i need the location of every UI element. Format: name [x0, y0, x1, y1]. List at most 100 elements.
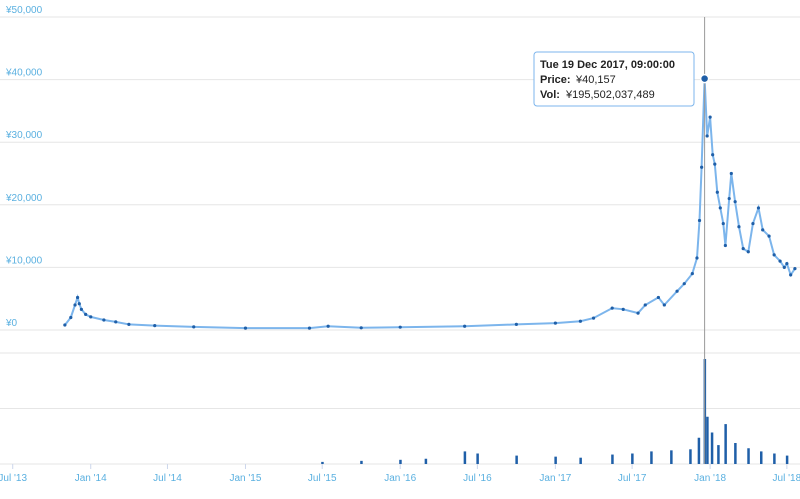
price-y-tick-label: ¥30,000	[5, 130, 43, 141]
x-tick-label: Jul '18	[773, 473, 800, 484]
price-y-tick-label: ¥0	[5, 318, 18, 329]
price-point	[789, 273, 793, 277]
volume-bars	[321, 359, 789, 464]
hover-point	[699, 73, 710, 84]
price-point	[656, 295, 660, 300]
price-point	[782, 265, 786, 269]
tooltip-price-label: Price:	[540, 74, 571, 86]
price-point	[553, 321, 557, 325]
price-point	[700, 165, 704, 169]
price-point	[307, 326, 312, 330]
price-point	[621, 307, 625, 311]
price-point	[718, 206, 722, 210]
volume-bar	[424, 458, 428, 464]
volume-bar	[515, 455, 518, 464]
price-point	[793, 267, 797, 271]
price-point	[723, 243, 727, 248]
volume-bar	[650, 451, 653, 464]
tooltip: Tue 19 Dec 2017, 09:00:00 Price: ¥40,157…	[533, 51, 695, 107]
volume-bar	[476, 453, 479, 464]
price-point	[727, 196, 731, 201]
price-point	[77, 302, 81, 306]
price-point	[84, 312, 88, 316]
price-point	[682, 282, 686, 286]
x-tick-label: Jan '15	[230, 473, 262, 484]
price-point	[721, 221, 725, 226]
volume-bar	[773, 453, 776, 464]
volume-bar	[360, 460, 363, 464]
price-point	[102, 318, 106, 322]
price-point	[715, 190, 719, 194]
price-point	[761, 228, 765, 232]
volume-bar	[321, 461, 324, 464]
price-point	[153, 324, 157, 328]
price-point	[713, 162, 717, 166]
price-point	[746, 250, 750, 254]
price-series	[63, 77, 797, 330]
x-tick-label: Jul '15	[308, 473, 337, 484]
price-point	[114, 320, 118, 324]
price-point	[772, 253, 776, 257]
price-point	[63, 323, 67, 327]
tooltip-vol-value: ¥195,502,037,489	[565, 89, 655, 101]
volume-bar	[724, 424, 727, 464]
x-tick-label: Jan '16	[384, 473, 416, 484]
volume-bar	[697, 437, 701, 464]
price-y-tick-label: ¥10,000	[5, 255, 43, 266]
price-point	[591, 316, 596, 320]
price-point	[75, 295, 80, 300]
price-point	[127, 322, 131, 326]
volume-bar	[747, 448, 750, 464]
price-point	[751, 221, 755, 226]
volume-bar	[554, 456, 557, 464]
price-point	[695, 256, 699, 260]
price-point	[514, 322, 518, 326]
price-point	[785, 262, 789, 266]
price-point	[705, 134, 709, 138]
price-point	[610, 306, 614, 310]
price-y-tick-label: ¥20,000	[5, 193, 43, 204]
price-point	[326, 324, 330, 328]
price-point	[711, 153, 715, 157]
price-point	[192, 325, 196, 329]
price-point	[79, 307, 83, 311]
price-point	[73, 303, 77, 307]
price-point	[662, 303, 666, 307]
volume-grid	[0, 352, 800, 465]
price-y-axis: ¥0 ¥10,000 ¥20,000 ¥30,000 ¥40,000 ¥50,000	[5, 5, 43, 329]
price-point	[636, 311, 640, 315]
price-y-tick-label: ¥40,000	[5, 68, 43, 79]
crosshair	[699, 17, 710, 464]
volume-bar	[689, 449, 692, 464]
price-point	[708, 115, 712, 119]
volume-bar	[631, 453, 634, 464]
tooltip-title: Tue 19 Dec 2017, 09:00:00	[540, 59, 675, 71]
x-tick-label: Jan '14	[75, 473, 107, 484]
tooltip-vol-label: Vol:	[540, 89, 560, 101]
x-tick-label: Jul '16	[463, 473, 492, 484]
price-point	[69, 315, 73, 320]
price-point	[741, 247, 745, 251]
price-point	[690, 272, 694, 276]
price-point	[463, 324, 467, 328]
price-point	[578, 319, 582, 323]
price-grid	[0, 16, 800, 331]
price-point	[778, 259, 782, 263]
time-x-axis: Jul '13 Jan '14 Jul '14 Jan '15 Jul '15 Jan '…	[0, 464, 800, 484]
volume-bar	[579, 457, 582, 464]
price-point	[643, 303, 647, 307]
price-point	[756, 206, 761, 210]
price-point	[767, 234, 771, 238]
price-point	[243, 326, 248, 330]
price-point	[697, 218, 702, 223]
volume-bar	[611, 454, 614, 464]
price-line	[64, 78, 796, 330]
x-tick-label: Jul '17	[618, 473, 647, 484]
tooltip-box	[533, 51, 695, 107]
volume-bar	[399, 459, 402, 464]
price-y-tick-label: ¥50,000	[5, 5, 43, 16]
price-point	[398, 325, 402, 329]
volume-bar	[717, 445, 720, 464]
